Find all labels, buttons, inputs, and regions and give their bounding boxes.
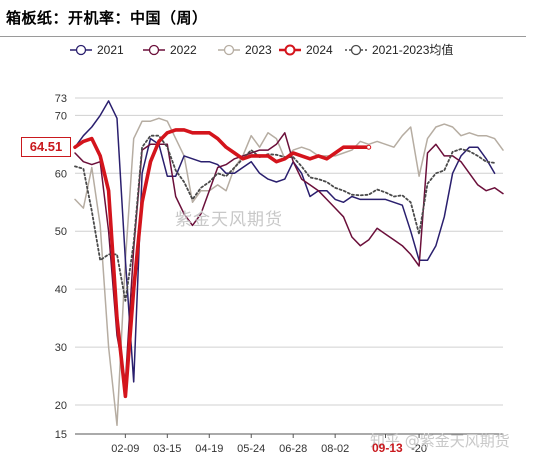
legend-marker bbox=[284, 44, 296, 56]
watermark: 紫金天风期货 bbox=[175, 210, 283, 230]
legend-marker bbox=[75, 44, 87, 56]
axes: 15 20 30 40 50 60 70 73 02-09 03-15 04-19 05-24 06-2… bbox=[55, 93, 503, 455]
legend-marker bbox=[350, 44, 362, 56]
latest-point bbox=[366, 144, 372, 150]
y-tick-label: 30 bbox=[55, 342, 67, 354]
y-tick-label: 60 bbox=[55, 168, 67, 180]
series-line-2023 bbox=[74, 117, 504, 427]
x-tick-label: 03-15 bbox=[153, 443, 181, 455]
x-tick-label: 05-24 bbox=[237, 443, 265, 455]
watermark-source: 知乎 @紫金天风期货 bbox=[370, 432, 510, 450]
series-line-2022 bbox=[74, 132, 504, 383]
legend-label: 2022 bbox=[170, 43, 197, 57]
latest-value-badge: 64.51 bbox=[21, 137, 71, 157]
legend-item-2022: 2022 bbox=[143, 43, 197, 57]
legend-marker bbox=[223, 44, 235, 56]
y-tick-label: 50 bbox=[55, 226, 67, 238]
legend-item-2023: 2023 bbox=[218, 43, 272, 57]
legend-label: 2021-2023均值 bbox=[372, 42, 453, 57]
legend-item-2021: 2021 bbox=[70, 43, 124, 57]
chart-title: 箱板纸：开机率：中国（周） bbox=[6, 9, 208, 27]
x-tick-label: -20 bbox=[411, 443, 427, 455]
legend: 2021 2022 2023 2024 2021-2023均值 bbox=[70, 42, 453, 57]
legend-item-2021-2023均值: 2021-2023均值 bbox=[345, 42, 453, 57]
legend-label: 2023 bbox=[245, 43, 272, 57]
x-tick-label: 02-09 bbox=[111, 443, 139, 455]
legend-marker bbox=[148, 44, 160, 56]
title-divider bbox=[0, 36, 526, 37]
y-tick-label: 73 bbox=[55, 93, 67, 105]
x-tick-label: 06-28 bbox=[279, 443, 307, 455]
legend-item-2024: 2024 bbox=[279, 43, 333, 57]
series-line-2021 bbox=[74, 100, 496, 383]
series-line-2024 bbox=[73, 128, 371, 399]
y-tick-label: 20 bbox=[55, 400, 67, 412]
y-tick-label: 40 bbox=[55, 284, 67, 296]
y-tick-label: 70 bbox=[55, 110, 67, 122]
legend-label: 2021 bbox=[97, 43, 124, 57]
x-tick-label: 04-19 bbox=[195, 443, 223, 455]
x-tick-label: 08-02 bbox=[321, 443, 349, 455]
legend-label: 2024 bbox=[306, 43, 333, 57]
y-tick-label: 15 bbox=[55, 429, 67, 441]
series-layer bbox=[73, 100, 504, 427]
highlight-date-label: 09-13 bbox=[372, 441, 403, 455]
